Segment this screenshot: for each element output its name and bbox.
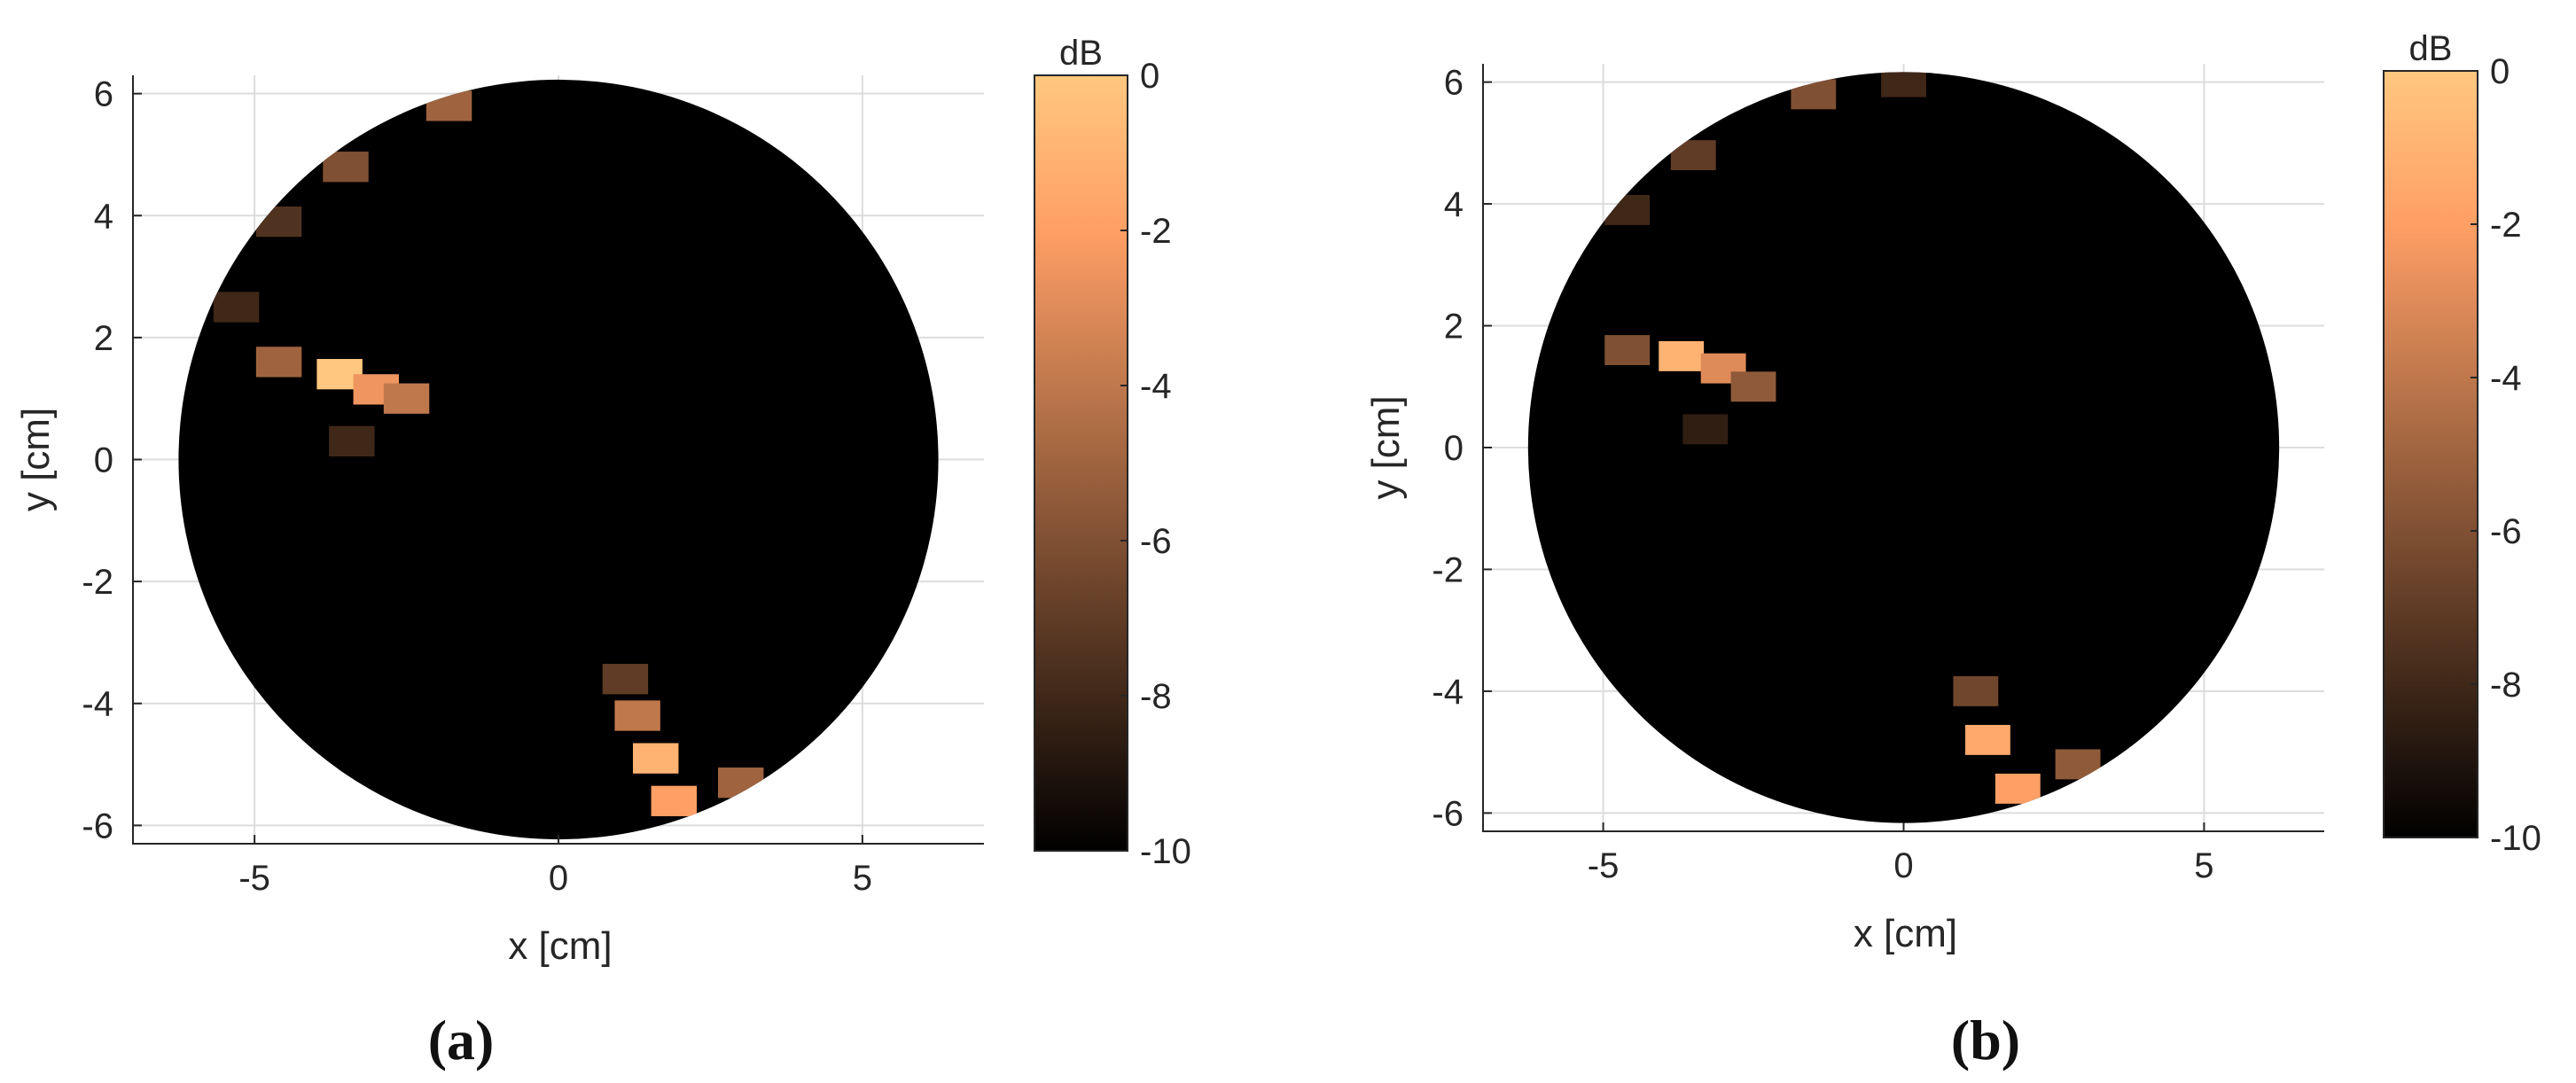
colorbar-tick-label: -8 [1140, 677, 1172, 716]
colorbar-title: dB [1059, 34, 1103, 73]
colorbar-tick-label: -8 [2490, 666, 2522, 705]
field-disc [178, 79, 939, 840]
y-axis-label: y [cm] [14, 408, 58, 511]
y-tick-label: 4 [94, 197, 113, 236]
x-tick-label: 0 [1893, 846, 1913, 885]
field-disc [1527, 72, 2280, 823]
panel-label: (a) [428, 1009, 495, 1071]
y-tick-label: 6 [1444, 64, 1464, 103]
heatmap-cell [718, 767, 764, 799]
colorbar-tick-label: -6 [2490, 512, 2522, 551]
y-tick-label: -2 [82, 563, 113, 602]
heatmap-cell [614, 700, 660, 731]
heatmap-cell [1791, 79, 1837, 110]
y-tick-label: 6 [94, 75, 113, 114]
y-tick-label: 0 [1444, 429, 1464, 468]
heatmap-cell [1670, 140, 1716, 171]
panel-a: -5 0 5 -6 -4 -2 0 2 4 6 x [cm] y [cm] 0 -2 -4 -6 -8 -10 dB… [14, 34, 1191, 1071]
y-tick-label: -4 [82, 685, 113, 724]
colorbar [1034, 74, 1128, 852]
y-tick-label: -6 [82, 806, 113, 845]
axes-frame [132, 75, 984, 845]
heatmap-cell [1604, 335, 1651, 365]
heatmap-cell [425, 90, 472, 121]
x-axis-label: x [cm] [1854, 912, 1957, 955]
panel-label: (b) [1951, 1009, 2020, 1071]
colorbar-tick-label: -2 [1140, 212, 1172, 251]
heatmap-cell [1994, 773, 2041, 804]
heatmap-cell [651, 785, 697, 816]
x-tick-label: -5 [1588, 846, 1620, 885]
y-tick-label: -6 [1432, 794, 1464, 833]
x-axis-label: x [cm] [508, 924, 612, 968]
hotspot-group [213, 90, 764, 816]
y-tick-label: -2 [1432, 550, 1464, 589]
x-tick-label: 0 [549, 859, 568, 898]
heatmap-cell [633, 743, 679, 774]
heatmap-cell [255, 206, 302, 238]
y-tick-label: -4 [1432, 673, 1464, 712]
colorbar-tick-label: -6 [1140, 522, 1172, 561]
colorbar-tick-label: -10 [1140, 832, 1191, 871]
heatmap-cell [1730, 371, 1776, 402]
colorbar-title: dB [2409, 29, 2453, 68]
heatmap-cell [213, 292, 260, 323]
colorbar-tick-label: -4 [1140, 367, 1172, 406]
panel-b: -5 0 5 -6 -4 -2 0 2 4 6 x [cm] y [cm] 0 -2 -4 -6 -8 -10 dB… [1364, 29, 2541, 1071]
y-tick-label: 2 [1444, 308, 1464, 347]
colorbar-tick-label: 0 [1140, 57, 1159, 96]
colorbar [2383, 70, 2478, 838]
heatmap-cell [255, 347, 302, 378]
heatmap-cell [1682, 414, 1729, 445]
heatmap-cell [1659, 340, 1705, 371]
axes-frame [1482, 64, 2324, 832]
colorbar-tick-label: -10 [2490, 819, 2541, 858]
heatmap-cell [383, 383, 430, 414]
colorbar-tick-label: -2 [2490, 206, 2522, 245]
y-tick-label: 0 [94, 441, 113, 480]
heatmap-cell [323, 152, 369, 183]
colorbar-tick-label: -4 [2490, 359, 2522, 398]
heatmap-cell [2055, 749, 2101, 780]
heatmap-cell [1964, 724, 2010, 755]
heatmap-cell [602, 664, 649, 695]
heatmap-cell [329, 425, 375, 456]
heatmap-cell [1604, 195, 1651, 225]
heatmap-cell [1953, 675, 1999, 706]
colorbar-tick-label: 0 [2490, 52, 2510, 91]
heatmap-cell [1881, 72, 1926, 97]
x-tick-label: 5 [2194, 846, 2213, 885]
x-tick-label: -5 [238, 859, 270, 898]
y-tick-label: 2 [94, 319, 113, 358]
x-tick-label: 5 [853, 859, 872, 898]
y-axis-label: y [cm] [1364, 395, 1408, 499]
y-tick-label: 4 [1444, 185, 1464, 224]
